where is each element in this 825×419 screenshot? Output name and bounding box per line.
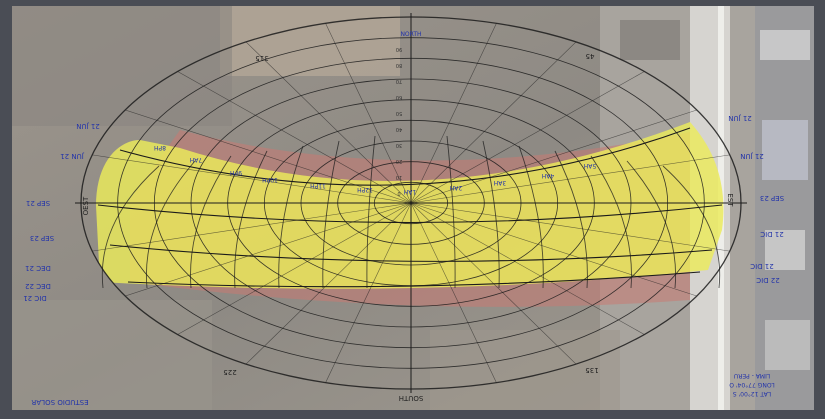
azimuth-line: [325, 23, 412, 204]
altitude-label: 20: [396, 158, 402, 164]
left-date-label: SEP 21: [26, 199, 50, 207]
altitude-label: 70: [396, 78, 402, 84]
hour-label: 7AH: [190, 156, 202, 163]
hour-line: [101, 165, 160, 289]
azimuth-line: [92, 202, 412, 252]
hour-label: 3AH: [494, 179, 506, 186]
caption-right: LIMA - PERU: [734, 372, 770, 379]
left-date-label: SEP 23: [30, 234, 54, 242]
sun-path-arc: [97, 204, 723, 224]
hour-line: [482, 140, 500, 289]
azimuth-line: [177, 202, 412, 335]
azimuth-line: [125, 109, 412, 204]
azimuth-line: [410, 202, 497, 383]
azimuth-45: 45: [586, 52, 595, 60]
altitude-label: 80: [396, 62, 402, 68]
left-date-label: DIC 21: [23, 294, 46, 302]
hour-label: 9PH: [230, 169, 242, 176]
caption-right: LONG 77°04' O: [729, 381, 775, 388]
azimuth-line: [410, 71, 645, 204]
right-date-label: 21 DIC: [750, 262, 774, 270]
azimuth-line: [410, 109, 697, 204]
azimuth-line: [410, 202, 730, 252]
azimuth-225: 225: [223, 368, 236, 376]
altitude-label: 10: [396, 174, 402, 180]
hour-label: 4AH: [542, 172, 554, 179]
azimuth-line: [245, 41, 412, 204]
caption-right: LAT 12°00' S: [733, 390, 772, 397]
west-label: OEST: [82, 196, 90, 215]
left-date-label: DEC 21: [25, 264, 51, 272]
hour-line: [590, 155, 632, 289]
azimuth-line: [325, 202, 412, 383]
right-date-label: 22 DIC: [756, 276, 780, 284]
hour-line: [190, 155, 232, 289]
azimuth-315: 315: [255, 54, 268, 62]
north-label: NORTH: [400, 31, 421, 38]
azimuth-line: [245, 202, 412, 365]
azimuth-line: [410, 41, 577, 204]
altitude-label: 90: [396, 46, 402, 52]
south-label: SOUTH: [399, 394, 424, 402]
east-label: EST: [726, 193, 734, 207]
hour-label: 1AH: [404, 188, 416, 195]
azimuth-line: [410, 202, 697, 297]
azimuth-line: [125, 202, 412, 297]
altitude-label: 30: [396, 142, 402, 148]
hour-line: [322, 140, 340, 289]
right-date-label: 21 JUN: [728, 114, 752, 122]
hour-label: 5AH: [584, 162, 596, 169]
left-date-label: JUN 21: [60, 152, 85, 160]
azimuth-line: [410, 202, 645, 335]
hour-line: [145, 160, 196, 289]
left-date-label: 21 JUN: [76, 122, 100, 130]
azimuth-line: [177, 71, 412, 204]
azimuth-135: 135: [585, 366, 598, 374]
altitude-label: 40: [396, 126, 402, 132]
azimuth-line: [410, 23, 497, 204]
sun-path-grid: [75, 13, 747, 393]
sun-path-arc: [119, 127, 691, 186]
hour-label: 8PH: [154, 144, 166, 151]
altitude-label: 50: [396, 110, 402, 116]
hour-line: [662, 165, 721, 289]
sun-path-arc: [109, 244, 713, 262]
right-date-label: 21 DIC: [760, 230, 784, 238]
hour-line: [234, 150, 268, 289]
caption-left: ESTUDIO SOLAR: [31, 398, 88, 406]
hour-label: 2AH: [450, 184, 462, 191]
hour-line: [366, 135, 376, 289]
hour-label: 10PH: [262, 176, 278, 183]
altitude-label: 0: [397, 190, 400, 196]
hour-line: [554, 150, 588, 289]
left-date-label: DEC 22: [25, 282, 51, 290]
sun-path-labels: NORTH SOUTH EST OEST 315 45 135 225 90 80 70 60 50 40…: [23, 31, 784, 406]
hour-label: 11PH: [310, 182, 326, 189]
azimuth-line: [410, 154, 730, 204]
right-date-label: SEP 23: [760, 194, 784, 202]
hour-label: 12PH: [357, 186, 373, 193]
altitude-label: 60: [396, 94, 402, 100]
azimuth-line: [92, 154, 412, 204]
hour-line: [446, 135, 456, 289]
right-date-label: 21 JUN: [740, 152, 764, 160]
sun-path-arc: [127, 271, 701, 288]
